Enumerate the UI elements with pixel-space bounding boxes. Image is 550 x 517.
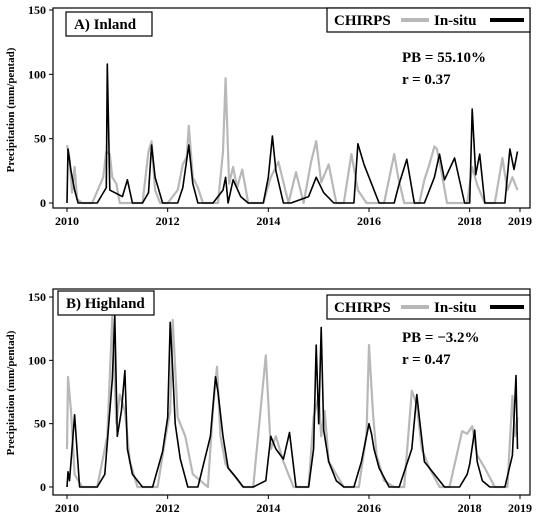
stat-pb-a: PB = 55.10% — [402, 50, 486, 66]
y-tick-label-a-50: 50 — [34, 132, 46, 146]
legend-label-insitu-a: In-situ — [434, 13, 477, 29]
plot-frame-a — [52, 7, 531, 209]
y-axis-label-a: Precipitation (mm/pentad) — [5, 47, 17, 172]
x-tick-label-a-2019: 2019 — [508, 214, 532, 228]
x-tick-label-b-2010: 2010 — [55, 501, 79, 515]
series-line-insitu-a — [66, 63, 519, 204]
y-tick-label-b-150: 150 — [28, 290, 46, 304]
x-tick-label-b-2019: 2019 — [508, 501, 532, 515]
y-tick-label-b-50: 50 — [34, 417, 46, 431]
y-tick-label-a-100: 100 — [28, 67, 46, 81]
x-tick-label-a-2012: 2012 — [156, 214, 180, 228]
legend-label-insitu-b: In-situ — [434, 300, 477, 316]
x-tick-label-b-2016: 2016 — [357, 501, 381, 515]
legend-label-chirps-b: CHIRPS — [334, 300, 391, 316]
plot-frame-b — [52, 288, 531, 496]
y-tick-label-a-150: 150 — [28, 3, 46, 17]
y-tick-label-a-0: 0 — [40, 196, 46, 210]
y-axis-label-b: Precipitation (mm/pentad) — [5, 330, 17, 455]
panel-title-b: B) Highland — [66, 296, 145, 312]
panel-title-a: A) Inland — [74, 17, 137, 33]
series-line-chirps-a — [65, 77, 519, 205]
series-line-chirps-b — [65, 314, 519, 489]
panel-title-box-a — [65, 11, 153, 37]
panel-title-box-b — [57, 290, 155, 316]
stat-r-a: r = 0.37 — [402, 72, 451, 88]
y-tick-label-b-100: 100 — [28, 353, 46, 367]
panel-inland: 0 50 100 150 2010 2012 2014 2016 2018 2019 A) Inla… — [28, 3, 532, 228]
stat-pb-b: PB = −3.2% — [402, 330, 480, 346]
x-tick-label-a-2018: 2018 — [458, 214, 482, 228]
panel-highland: 0 50 100 150 2010 2012 2014 2016 2018 2019 B) High… — [28, 288, 532, 515]
x-tick-label-b-2014: 2014 — [256, 501, 280, 515]
x-tick-label-a-2010: 2010 — [55, 214, 79, 228]
series-line-insitu-b — [66, 315, 519, 488]
x-tick-label-a-2016: 2016 — [357, 214, 381, 228]
x-tick-label-b-2018: 2018 — [458, 501, 482, 515]
x-tick-label-a-2014: 2014 — [256, 214, 280, 228]
y-tick-label-b-0: 0 — [40, 480, 46, 494]
stat-r-b: r = 0.47 — [402, 352, 451, 368]
x-tick-label-b-2012: 2012 — [156, 501, 180, 515]
legend-label-chirps-a: CHIRPS — [334, 13, 391, 29]
